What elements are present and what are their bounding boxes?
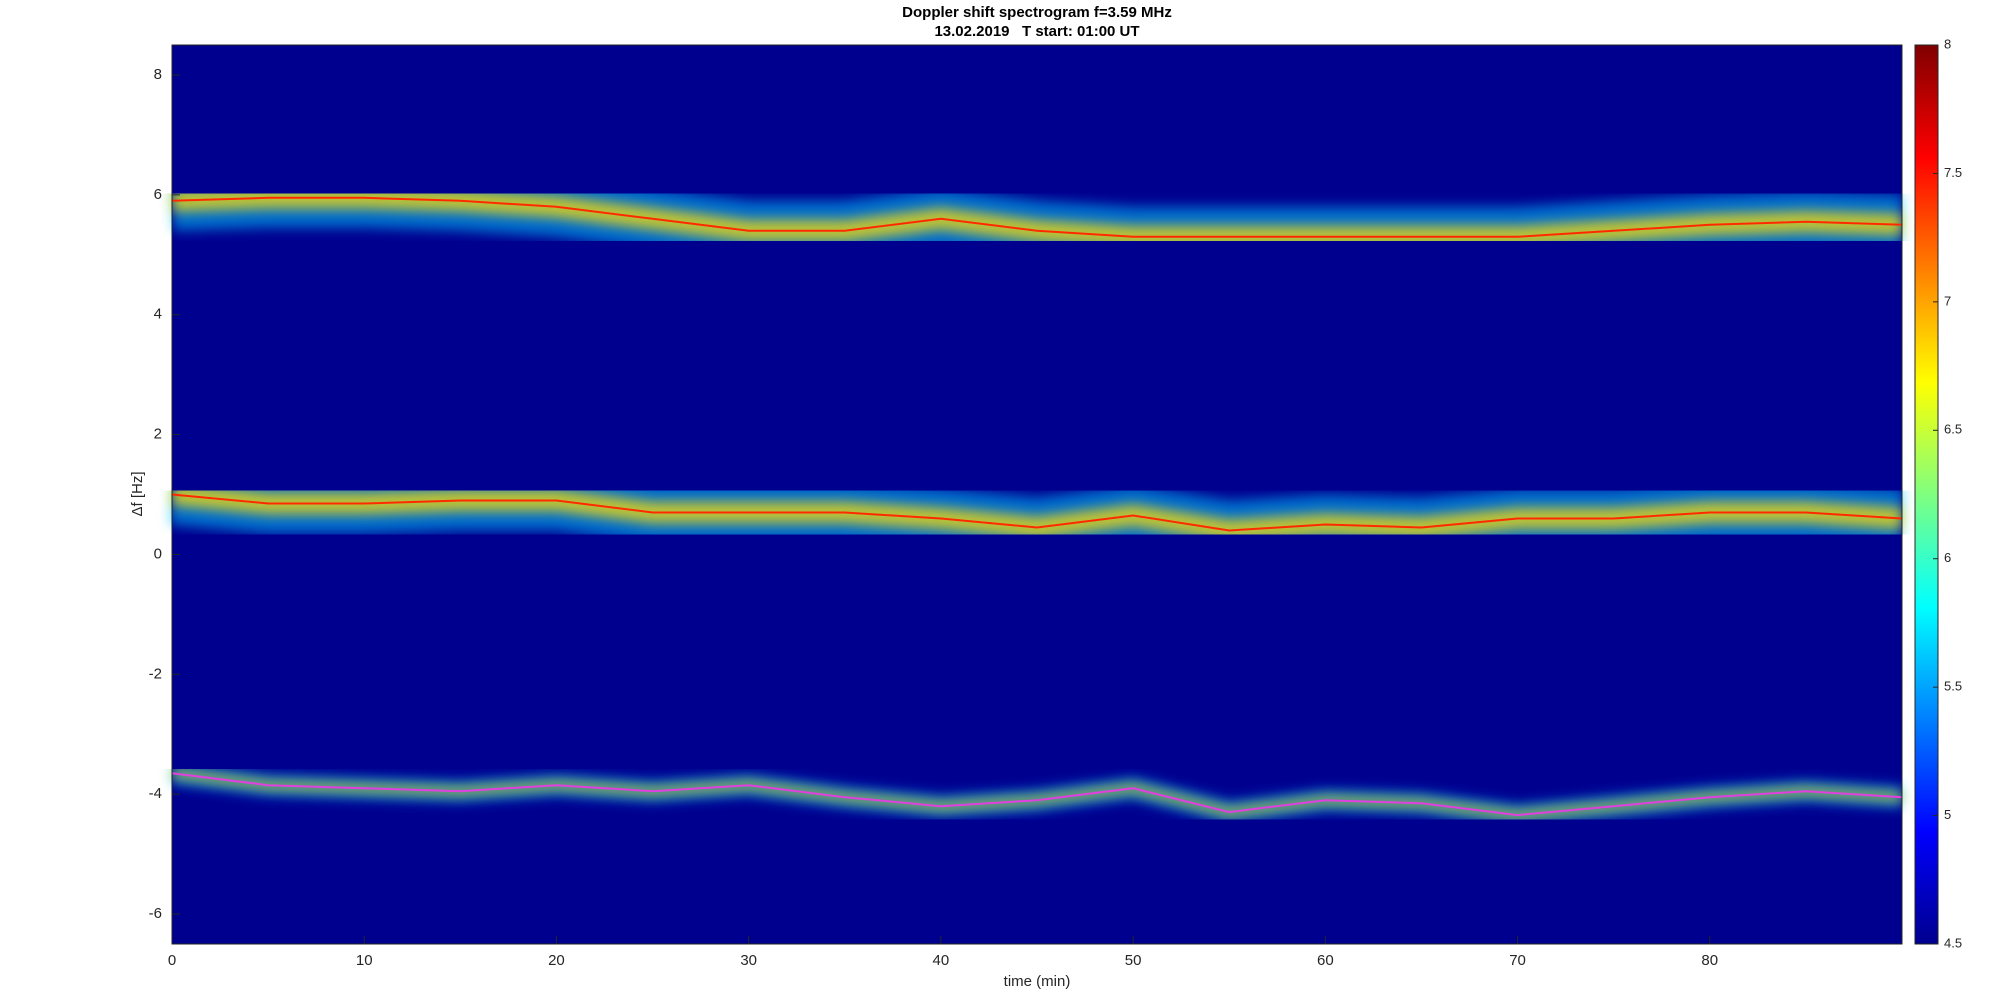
x-tick-label: 80 [1701,952,1718,969]
y-axis-label: Δf [Hz] [129,471,146,516]
y-tick-label: -6 [149,905,162,922]
x-tick-label: 10 [356,952,373,969]
y-tick-label: 8 [154,66,162,83]
colorbar-tick-label: 4.5 [1944,935,1962,950]
y-tick-label: 0 [154,545,162,562]
colorbar-tick-label: 6 [1944,550,1951,565]
x-tick-label: 40 [933,952,950,969]
doppler-trace [171,196,1903,238]
plot-frame [171,44,1903,945]
chart-title: Doppler shift spectrogram f=3.59 MHz [902,4,1172,21]
chart-subtitle: 13.02.2019 T start: 01:00 UT [934,23,1139,40]
x-tick-label: 20 [548,952,565,969]
doppler-trace [171,493,1903,532]
colorbar [1914,44,1939,945]
colorbar-tick-label: 7 [1944,293,1951,308]
y-tick-label: 6 [154,186,162,203]
x-tick-label: 50 [1125,952,1142,969]
colorbar-tick-label: 6.5 [1944,422,1962,437]
doppler-trace [171,772,1903,817]
colorbar-tick-label: 7.5 [1944,165,1962,180]
x-axis-label: time (min) [1004,973,1071,990]
colorbar-tick-label: 5.5 [1944,679,1962,694]
x-tick-label: 70 [1509,952,1526,969]
x-tick-label: 60 [1317,952,1334,969]
y-tick-label: -4 [149,785,162,802]
y-tick-label: -2 [149,665,162,682]
y-tick-label: 2 [154,426,162,443]
x-tick-label: 30 [740,952,757,969]
x-tick-label: 0 [168,952,176,969]
colorbar-tick-label: 8 [1944,36,1951,51]
y-tick-label: 4 [154,306,162,323]
colorbar-tick-label: 5 [1944,807,1951,822]
